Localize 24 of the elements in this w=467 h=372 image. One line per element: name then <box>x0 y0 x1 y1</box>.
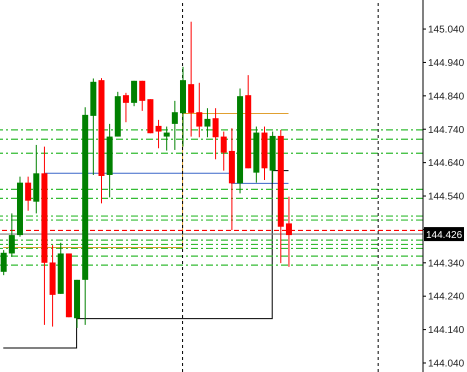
candlestick <box>196 82 202 138</box>
y-tick-label: 144.640 <box>428 158 465 170</box>
candlestick <box>156 119 162 149</box>
y-tick-label: 144.040 <box>428 358 465 370</box>
y-tick-label: 144.340 <box>428 258 465 270</box>
candlestick <box>25 176 32 212</box>
y-tick-label: 144.140 <box>428 325 465 336</box>
y-tick-label: 144.540 <box>428 192 465 203</box>
y-tick-label: 144.840 <box>428 91 465 102</box>
candlestick <box>204 108 210 138</box>
ref-line-label: 144.426 <box>426 230 463 242</box>
candlestick <box>131 80 138 107</box>
candlestick <box>164 126 170 152</box>
candlestick <box>220 131 227 172</box>
candlestick <box>8 212 15 258</box>
y-tick-label: 144.740 <box>428 124 465 136</box>
y-tick-label: 144.940 <box>428 58 465 69</box>
candlestick <box>122 92 129 123</box>
y-tick-label: 145.040 <box>428 24 465 36</box>
candlestick <box>139 80 146 112</box>
candlestick <box>172 100 178 150</box>
y-tick-label: 144.240 <box>428 292 465 303</box>
candlestick <box>212 108 219 160</box>
candlestick <box>0 250 7 276</box>
